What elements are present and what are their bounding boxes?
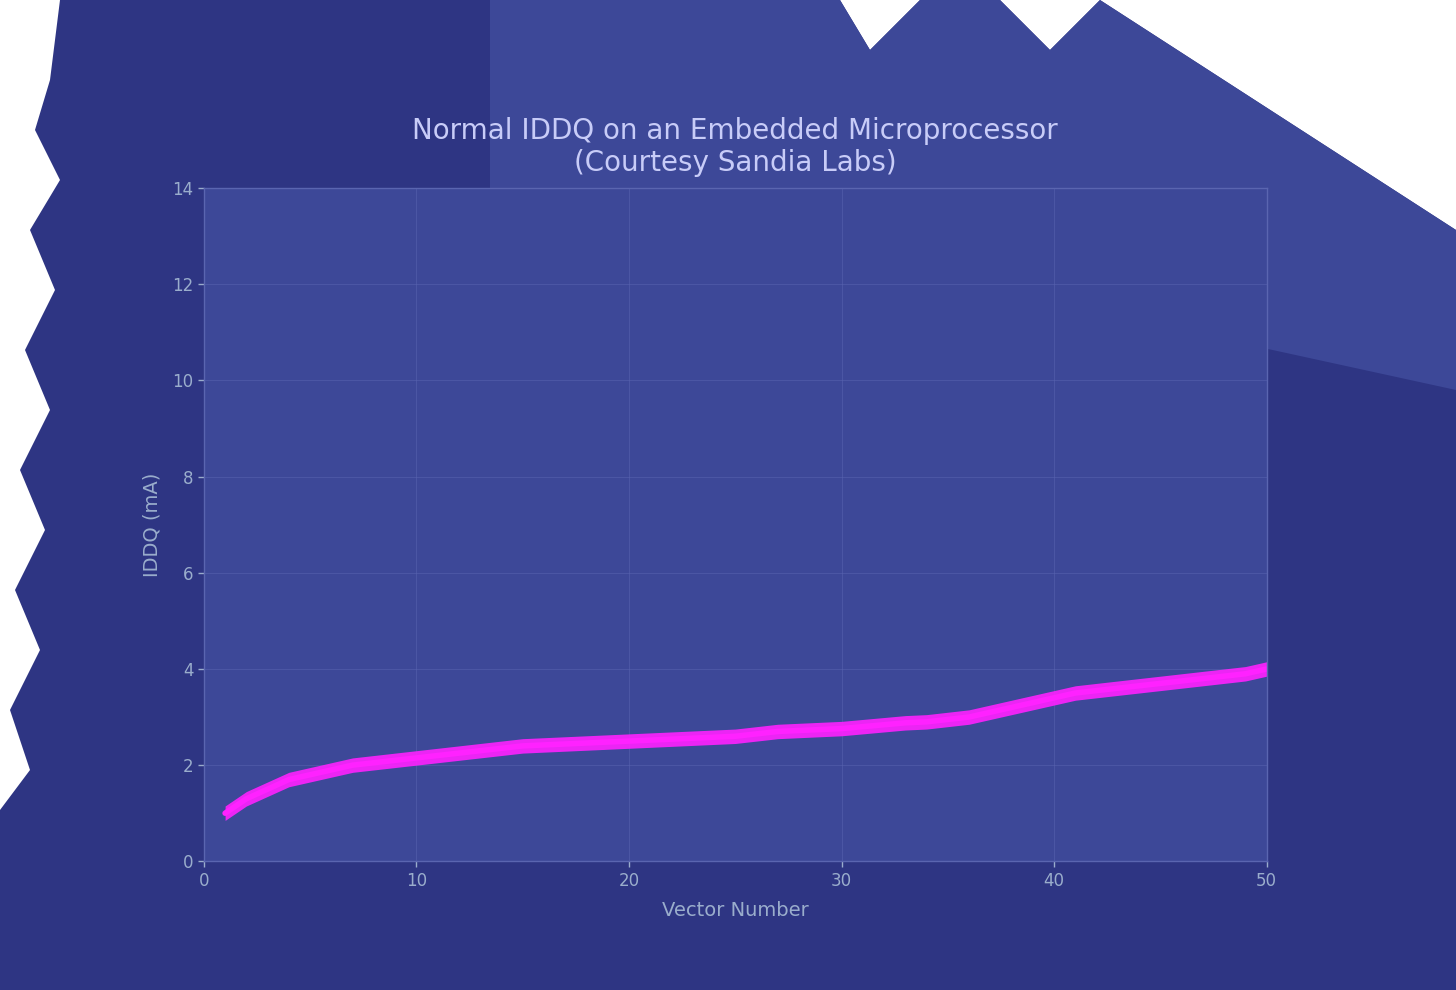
Title: Normal IDDQ on an Embedded Microprocessor
(Courtesy Sandia Labs): Normal IDDQ on an Embedded Microprocesso…	[412, 117, 1059, 177]
X-axis label: Vector Number: Vector Number	[662, 901, 808, 920]
Y-axis label: IDDQ (mA): IDDQ (mA)	[143, 472, 162, 577]
Polygon shape	[491, 0, 1456, 390]
